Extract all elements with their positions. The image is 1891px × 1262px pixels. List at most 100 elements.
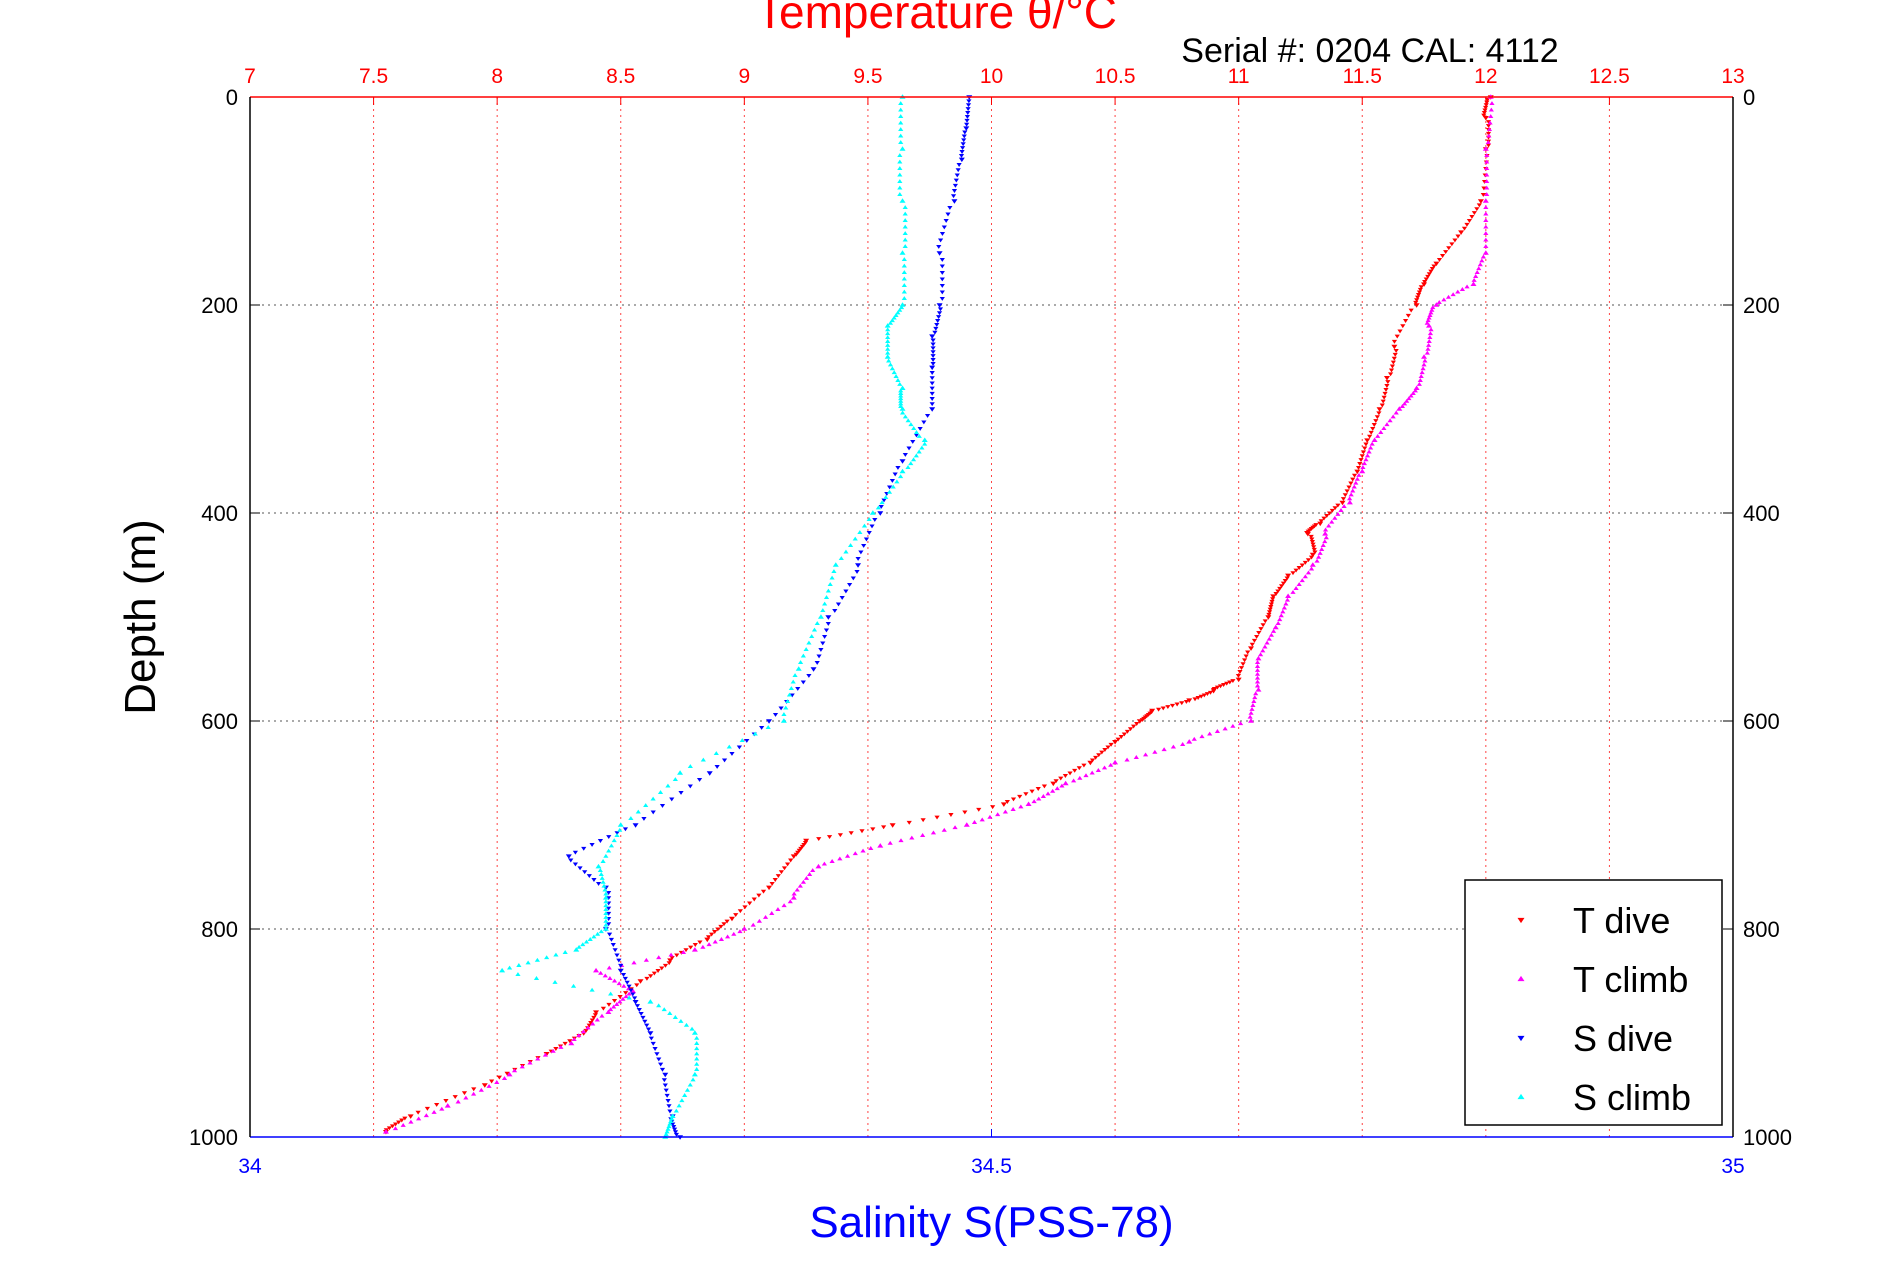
data-point <box>1479 258 1485 263</box>
data-point <box>1396 406 1403 411</box>
legend-label: T dive <box>1573 900 1670 941</box>
data-point <box>1321 516 1327 521</box>
data-point <box>1161 747 1167 752</box>
data-point <box>671 1125 677 1129</box>
data-point <box>1474 270 1480 275</box>
data-point <box>929 381 935 386</box>
data-point <box>587 937 593 941</box>
data-point <box>535 1056 541 1061</box>
data-point <box>634 1004 641 1009</box>
data-point <box>784 862 791 867</box>
data-point <box>797 660 804 665</box>
data-point <box>444 1103 451 1108</box>
data-point <box>817 614 824 619</box>
data-point <box>712 930 718 934</box>
data-point <box>1466 218 1473 223</box>
data-point <box>630 992 636 997</box>
data-point <box>721 758 728 763</box>
data-point <box>600 879 606 884</box>
data-point <box>948 813 954 817</box>
data-point <box>893 313 899 317</box>
data-point <box>1268 605 1274 609</box>
data-point <box>635 809 641 814</box>
data-point <box>1487 120 1493 125</box>
data-point <box>455 1099 461 1104</box>
data-point <box>1329 508 1335 513</box>
data-point <box>628 988 634 993</box>
data-point <box>692 943 698 947</box>
y-right-tick-label: 1000 <box>1743 1125 1792 1150</box>
data-point <box>1408 393 1414 398</box>
data-point <box>1424 350 1430 355</box>
data-point <box>416 1116 422 1121</box>
data-point <box>626 991 632 996</box>
data-point <box>1381 395 1387 400</box>
data-point <box>898 404 904 408</box>
data-point <box>1426 272 1432 277</box>
data-point <box>393 1122 399 1127</box>
data-point <box>791 891 797 896</box>
data-point <box>606 932 613 937</box>
data-point <box>654 1052 660 1057</box>
data-point <box>1165 705 1171 710</box>
data-point <box>913 453 919 458</box>
data-point <box>1484 179 1490 184</box>
data-point <box>400 1122 406 1127</box>
data-point <box>1416 290 1423 295</box>
data-point <box>1480 254 1486 259</box>
data-point <box>665 1099 671 1103</box>
data-point <box>866 530 872 535</box>
data-point <box>886 489 893 494</box>
data-point <box>902 452 908 457</box>
data-point <box>1483 231 1489 236</box>
data-point <box>788 858 794 863</box>
data-point <box>811 627 818 632</box>
data-point <box>1486 127 1493 132</box>
data-point <box>1267 607 1273 612</box>
data-point <box>952 183 959 188</box>
data-point <box>606 922 612 927</box>
data-point <box>1322 531 1329 536</box>
data-point <box>762 914 769 919</box>
data-point <box>898 140 904 145</box>
data-point <box>1142 752 1149 757</box>
data-point <box>937 307 944 312</box>
legend-item: S dive <box>1517 1018 1673 1059</box>
data-point <box>443 1099 449 1103</box>
data-point <box>887 840 893 845</box>
legend-box <box>1464 879 1723 1126</box>
data-point <box>908 422 914 427</box>
data-point <box>614 833 620 837</box>
data-point <box>1254 683 1261 688</box>
data-point <box>857 530 863 535</box>
data-point <box>737 909 743 914</box>
data-point <box>897 179 903 184</box>
data-point <box>630 988 637 994</box>
data-point <box>597 839 604 843</box>
data-point <box>1186 739 1193 744</box>
x-top-tick-label: 13 <box>1721 65 1744 88</box>
data-point <box>690 1077 696 1082</box>
data-point <box>664 1129 670 1134</box>
data-point <box>803 647 809 652</box>
data-point <box>962 130 968 135</box>
data-point <box>751 897 757 902</box>
data-point <box>666 1124 672 1129</box>
data-point <box>1201 693 1207 698</box>
data-point <box>1385 380 1391 385</box>
data-point <box>1241 658 1248 663</box>
data-point <box>785 699 791 704</box>
data-point <box>1302 560 1308 565</box>
data-point <box>829 859 835 863</box>
data-point <box>870 827 876 832</box>
data-point <box>826 835 833 840</box>
data-point <box>632 996 638 1001</box>
data-point <box>832 608 838 613</box>
data-point <box>1354 469 1361 475</box>
data-point <box>478 1087 484 1092</box>
data-point <box>1376 411 1382 416</box>
data-point <box>769 881 775 886</box>
data-point <box>947 205 953 210</box>
data-point <box>1488 114 1494 119</box>
data-point <box>1262 644 1268 649</box>
